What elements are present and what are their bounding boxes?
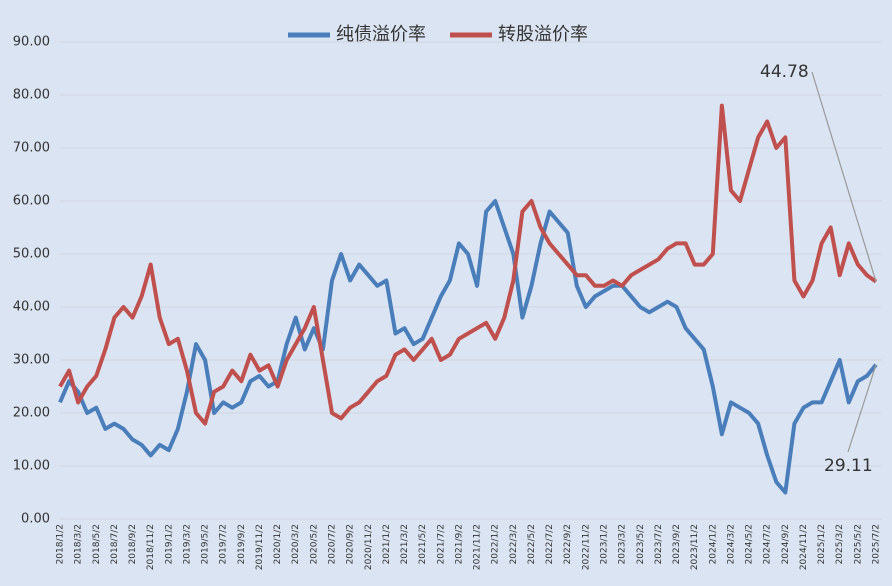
x-tick-label: 2024/5/2	[745, 524, 755, 564]
x-tick-label: 2022/5/2	[527, 524, 537, 564]
y-tick-label: 40.00	[13, 300, 50, 315]
y-tick-label: 80.00	[13, 88, 50, 103]
x-tick-label: 2023/1/2	[600, 524, 610, 564]
x-tick-label: 2025/3/2	[835, 524, 845, 564]
x-tick-label: 2022/3/2	[509, 524, 519, 564]
x-tick-label: 2019/3/2	[182, 524, 192, 564]
x-tick-label: 2018/9/2	[128, 524, 138, 564]
x-tick-label: 2023/9/2	[672, 524, 682, 564]
x-tick-label: 2018/11/2	[146, 524, 156, 570]
x-tick-label: 2022/11/2	[581, 524, 591, 570]
y-tick-label: 20.00	[13, 406, 50, 421]
x-tick-label: 2025/1/2	[817, 524, 827, 564]
x-tick-label: 2019/9/2	[237, 524, 247, 564]
x-tick-label: 2020/3/2	[291, 524, 301, 564]
x-tick-label: 2023/7/2	[654, 524, 664, 564]
legend-label: 转股溢价率	[498, 24, 588, 45]
x-tick-label: 2022/1/2	[491, 524, 501, 564]
x-tick-label: 2019/7/2	[219, 524, 229, 564]
x-tick-label: 2020/11/2	[364, 524, 374, 570]
x-tick-label: 2020/9/2	[346, 524, 356, 564]
annotation-label: 44.78	[760, 62, 809, 82]
x-tick-label: 2019/1/2	[164, 524, 174, 564]
x-tick-label: 2021/9/2	[454, 524, 464, 564]
x-tick-label: 2018/1/2	[56, 524, 66, 564]
y-tick-label: 90.00	[13, 35, 50, 50]
annotation-leader	[847, 364, 877, 453]
x-tick-label: 2024/9/2	[781, 524, 791, 564]
x-tick-label: 2020/1/2	[273, 524, 283, 564]
x-tick-label: 2024/7/2	[763, 524, 773, 564]
y-tick-label: 30.00	[13, 353, 50, 368]
y-tick-label: 10.00	[13, 459, 50, 474]
x-tick-label: 2020/5/2	[309, 524, 319, 564]
x-tick-label: 2025/5/2	[853, 524, 863, 564]
x-tick-label: 2024/11/2	[799, 524, 809, 570]
x-tick-label: 2022/9/2	[563, 524, 573, 564]
x-tick-label: 2022/7/2	[545, 524, 555, 564]
x-tick-label: 2023/3/2	[618, 524, 628, 564]
y-tick-label: 50.00	[13, 247, 50, 262]
x-tick-label: 2025/7/2	[872, 524, 882, 564]
x-tick-label: 2019/11/2	[255, 524, 265, 570]
x-tick-label: 2021/7/2	[436, 524, 446, 564]
x-tick-label: 2018/3/2	[74, 524, 84, 564]
x-tick-label: 2024/3/2	[726, 524, 736, 564]
x-tick-label: 2023/11/2	[690, 524, 700, 570]
x-tick-label: 2024/1/2	[708, 524, 718, 564]
x-tick-label: 2021/3/2	[400, 524, 410, 564]
x-tick-label: 2021/11/2	[473, 524, 483, 570]
series-line	[58, 103, 878, 426]
x-tick-label: 2018/5/2	[92, 524, 102, 564]
y-tick-label: 0.00	[21, 512, 50, 527]
series-line	[58, 199, 878, 495]
y-tick-label: 70.00	[13, 141, 50, 156]
x-tick-label: 2018/7/2	[110, 524, 120, 564]
x-tick-label: 2023/5/2	[636, 524, 646, 564]
legend-label: 纯债溢价率	[336, 24, 426, 45]
annotation-leader	[811, 71, 877, 282]
x-tick-label: 2019/5/2	[201, 524, 211, 564]
annotation-label: 29.11	[824, 456, 873, 476]
y-tick-label: 60.00	[13, 194, 50, 209]
x-tick-label: 2020/7/2	[328, 524, 338, 564]
x-tick-label: 2021/5/2	[418, 524, 428, 564]
x-tick-label: 2021/1/2	[382, 524, 392, 564]
